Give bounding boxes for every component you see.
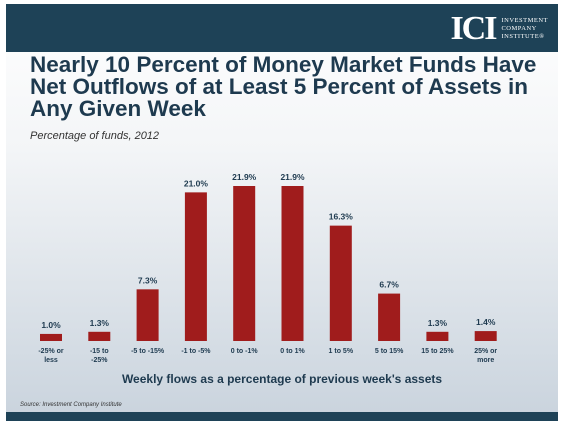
x-axis-label: Weekly flows as a percentage of previous… xyxy=(121,372,443,386)
data-label: 1.4% xyxy=(476,317,496,327)
data-label: 1.3% xyxy=(428,318,448,328)
logo-line: INVESTMENT xyxy=(501,17,548,24)
bar xyxy=(329,225,352,341)
bar xyxy=(88,331,111,341)
slide: ICI INVESTMENT COMPANY INSTITUTE® Nearly… xyxy=(6,4,558,421)
data-label: 21.9% xyxy=(280,172,305,182)
data-label: 1.3% xyxy=(90,318,110,328)
x-tick-label: -15 to -25% xyxy=(90,348,109,364)
x-tick-label: -25% or less xyxy=(38,348,64,364)
bar xyxy=(474,331,497,341)
bar xyxy=(426,331,449,341)
logo-mark: ICI xyxy=(450,10,497,47)
x-tick-label: -1 to -5% xyxy=(181,348,211,355)
chart-title: Nearly 10 Percent of Money Market Funds … xyxy=(30,52,537,121)
x-tick-label: 15 to 25% xyxy=(421,348,454,355)
bar xyxy=(281,186,304,341)
footer-bar xyxy=(6,412,558,421)
bar xyxy=(184,192,207,341)
x-tick-label: -5 to -15% xyxy=(131,348,165,355)
data-label: 21.0% xyxy=(184,178,209,188)
data-label: 16.3% xyxy=(329,212,354,222)
bar-chart: 1.0% -25% or less 1.3% -15 to -25% 7.3% -5 to -… xyxy=(38,172,497,364)
data-label: 1.0% xyxy=(41,320,61,330)
bar xyxy=(40,333,62,341)
data-label: 7.3% xyxy=(138,275,158,285)
logo-line: COMPANY xyxy=(501,25,537,32)
header-bar: ICI INVESTMENT COMPANY INSTITUTE® xyxy=(6,4,558,52)
x-tick-label: 25% or more xyxy=(474,348,497,364)
data-label: 6.7% xyxy=(379,280,399,290)
x-tick-label: 1 to 5% xyxy=(329,348,354,355)
x-tick-label: 5 to 15% xyxy=(375,348,404,355)
source-note: Source: Investment Company Institute xyxy=(20,402,122,408)
bar xyxy=(136,289,159,341)
bar xyxy=(233,186,256,341)
x-tick-label: 0 to -1% xyxy=(231,348,259,355)
x-tick-label: 0 to 1% xyxy=(280,348,305,355)
chart-subtitle: Percentage of funds, 2012 xyxy=(30,130,160,142)
bar xyxy=(378,293,401,341)
logo-wordmark: INVESTMENT COMPANY INSTITUTE® xyxy=(501,17,548,41)
data-label: 21.9% xyxy=(232,172,257,182)
ici-logo: ICI INVESTMENT COMPANY INSTITUTE® xyxy=(450,12,548,46)
logo-line: INSTITUTE® xyxy=(501,33,545,40)
